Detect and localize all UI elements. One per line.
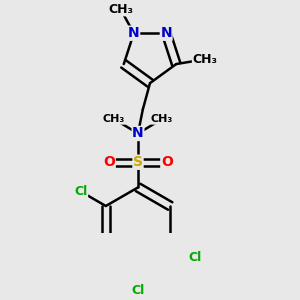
Text: O: O	[161, 155, 173, 169]
Text: O: O	[103, 155, 115, 169]
Text: N: N	[128, 26, 140, 40]
Text: CH₃: CH₃	[108, 3, 133, 16]
Text: Cl: Cl	[74, 185, 88, 198]
Text: CH₃: CH₃	[193, 53, 217, 66]
Text: Cl: Cl	[188, 251, 202, 264]
Text: S: S	[133, 155, 143, 169]
Text: N: N	[160, 26, 172, 40]
Text: N: N	[132, 127, 144, 140]
Text: CH₃: CH₃	[151, 114, 173, 124]
Text: Cl: Cl	[131, 284, 145, 297]
Text: CH₃: CH₃	[103, 114, 125, 124]
